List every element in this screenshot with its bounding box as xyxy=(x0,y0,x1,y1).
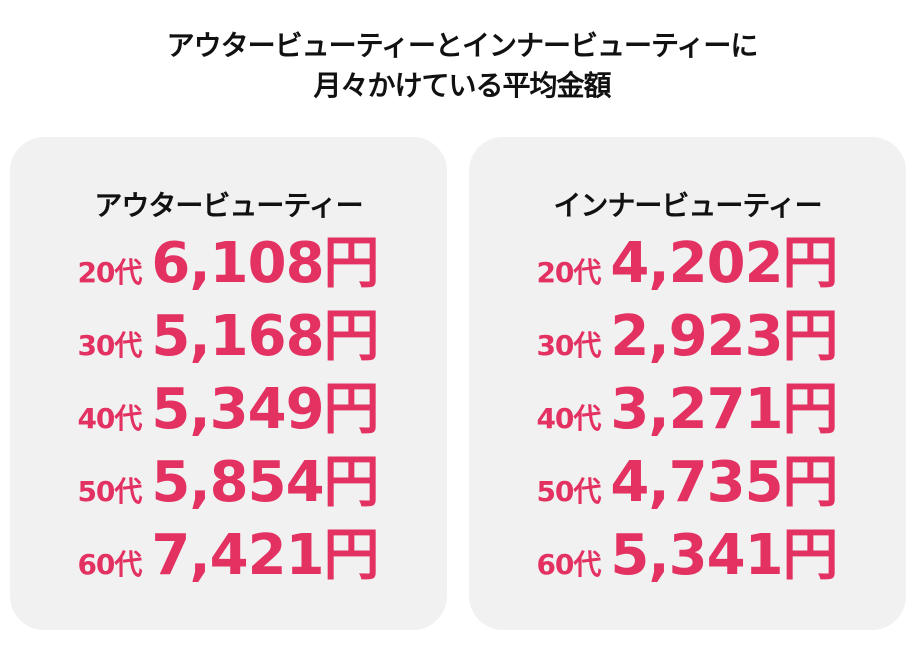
yen-unit: 円 xyxy=(323,231,380,296)
amount-value: 4,735 xyxy=(610,450,783,515)
table-row: 20代 4,202 円 xyxy=(469,227,906,300)
age-label: 60代 xyxy=(77,548,142,581)
table-row: 20代 6,108 円 xyxy=(10,227,447,300)
inner-beauty-panel: インナービューティー 20代 4,202 円 30代 2,923 円 40代 3… xyxy=(469,137,906,630)
amount-value: 2,923 xyxy=(610,304,783,369)
yen-unit: 円 xyxy=(782,231,839,296)
yen-unit: 円 xyxy=(782,304,839,369)
title-line-2: 月々かけている平均金額 xyxy=(313,69,611,102)
title-line-1: アウタービューティーとインナービューティーに xyxy=(166,29,759,62)
page-title: アウタービューティーとインナービューティーに 月々かけている平均金額 xyxy=(0,26,924,106)
age-label: 40代 xyxy=(536,402,601,435)
panel-title: アウタービューティー xyxy=(94,189,363,222)
age-label: 50代 xyxy=(536,475,601,508)
table-row: 40代 5,349 円 xyxy=(10,373,447,446)
yen-unit: 円 xyxy=(782,523,839,588)
age-label: 60代 xyxy=(536,548,601,581)
table-row: 30代 5,168 円 xyxy=(10,300,447,373)
yen-unit: 円 xyxy=(782,377,839,442)
age-label: 30代 xyxy=(536,329,601,362)
table-row: 60代 5,341 円 xyxy=(469,519,906,592)
amount-value: 3,271 xyxy=(610,377,783,442)
age-label: 20代 xyxy=(536,256,601,289)
amount-value: 4,202 xyxy=(610,231,783,296)
table-row: 50代 4,735 円 xyxy=(469,446,906,519)
panel-title: インナービューティー xyxy=(553,189,822,222)
age-label: 50代 xyxy=(77,475,142,508)
age-label: 40代 xyxy=(77,402,142,435)
age-label: 30代 xyxy=(77,329,142,362)
amount-value: 5,854 xyxy=(151,450,324,515)
outer-beauty-panel: アウタービューティー 20代 6,108 円 30代 5,168 円 40代 5… xyxy=(10,137,447,630)
yen-unit: 円 xyxy=(323,377,380,442)
table-row: 50代 5,854 円 xyxy=(10,446,447,519)
table-row: 60代 7,421 円 xyxy=(10,519,447,592)
table-row: 40代 3,271 円 xyxy=(469,373,906,446)
amount-value: 7,421 xyxy=(151,523,324,588)
yen-unit: 円 xyxy=(323,304,380,369)
age-label: 20代 xyxy=(77,256,142,289)
amount-value: 6,108 xyxy=(151,231,324,296)
amount-value: 5,168 xyxy=(151,304,324,369)
amount-value: 5,341 xyxy=(610,523,783,588)
yen-unit: 円 xyxy=(782,450,839,515)
yen-unit: 円 xyxy=(323,523,380,588)
amount-value: 5,349 xyxy=(151,377,324,442)
table-row: 30代 2,923 円 xyxy=(469,300,906,373)
yen-unit: 円 xyxy=(323,450,380,515)
